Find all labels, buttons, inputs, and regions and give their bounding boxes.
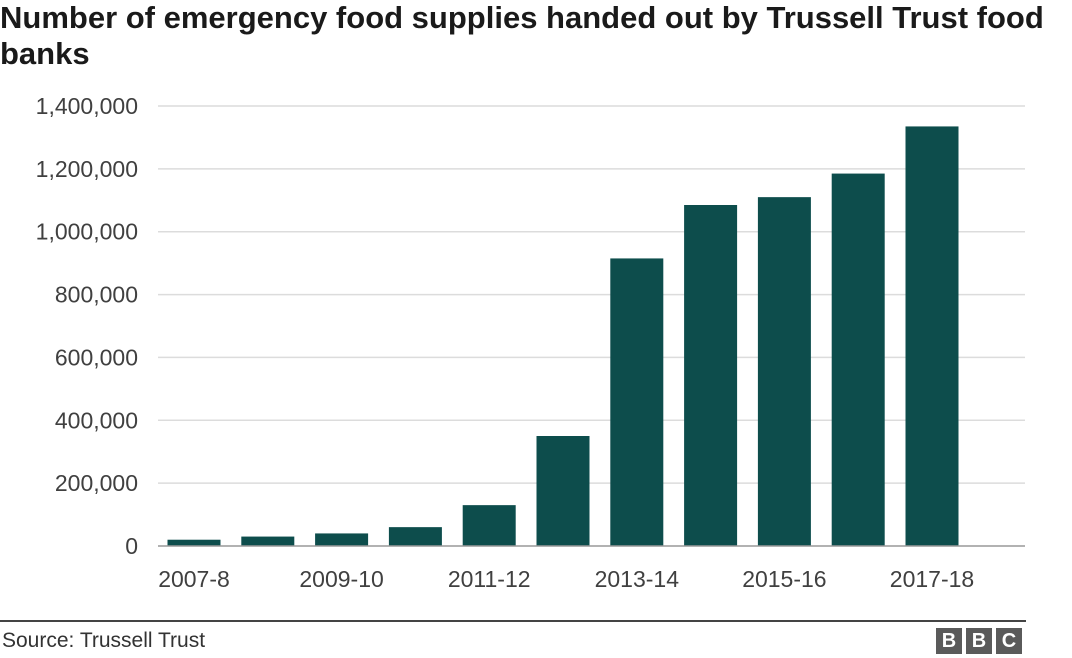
y-tick-label: 0 (125, 533, 138, 559)
bar-2016-17 (831, 173, 885, 547)
bar-2008-9 (241, 536, 295, 546)
logo-letter-c: C (996, 628, 1022, 654)
x-tick-label: 2009-10 (299, 566, 383, 592)
y-tick-label: 600,000 (55, 344, 138, 370)
x-tick-label: 2015-16 (742, 566, 826, 592)
bar-2015-16 (757, 197, 811, 546)
bars (167, 126, 959, 547)
bbc-logo: B B C (936, 628, 1022, 654)
bar-2011-12 (462, 505, 516, 546)
x-tick-label: 2011-12 (448, 566, 531, 592)
bar-2009-10 (315, 533, 369, 546)
x-tick-label: 2017-18 (890, 566, 974, 592)
bar-2013-14 (610, 258, 664, 546)
bar-2012-13 (536, 436, 590, 546)
x-tick-label: 2013-14 (595, 566, 680, 592)
logo-letter-b2: B (966, 628, 992, 654)
logo-letter-b1: B (936, 628, 962, 654)
bar-2007-8 (167, 539, 221, 546)
footer-divider (0, 620, 1026, 622)
bar-2017-18 (905, 126, 959, 546)
y-tick-label: 400,000 (55, 407, 138, 433)
y-tick-label: 1,200,000 (36, 156, 138, 182)
y-tick-label: 1,400,000 (36, 93, 138, 119)
x-axis-tick-labels: 2007-8 2009-10 2011-12 2013-14 2015-16 2017-1… (158, 566, 974, 592)
source-note: Source: Trussell Trust (2, 629, 206, 652)
gridlines (158, 105, 1025, 484)
chart-title: Number of emergency food supplies handed… (0, 0, 1044, 71)
y-axis-tick-labels: 0 200,000 400,000 600,000 800,000 1,000,000 1,… (36, 93, 138, 559)
x-tick-label: 2007-8 (158, 566, 230, 592)
bar-2010-11 (388, 527, 442, 546)
y-tick-label: 1,000,000 (36, 219, 138, 245)
y-tick-label: 800,000 (55, 282, 138, 308)
y-tick-label: 200,000 (55, 470, 138, 496)
bar-chart: 0 200,000 400,000 600,000 800,000 1,000,000 1,… (36, 93, 1025, 592)
bar-2014-15 (684, 205, 738, 546)
